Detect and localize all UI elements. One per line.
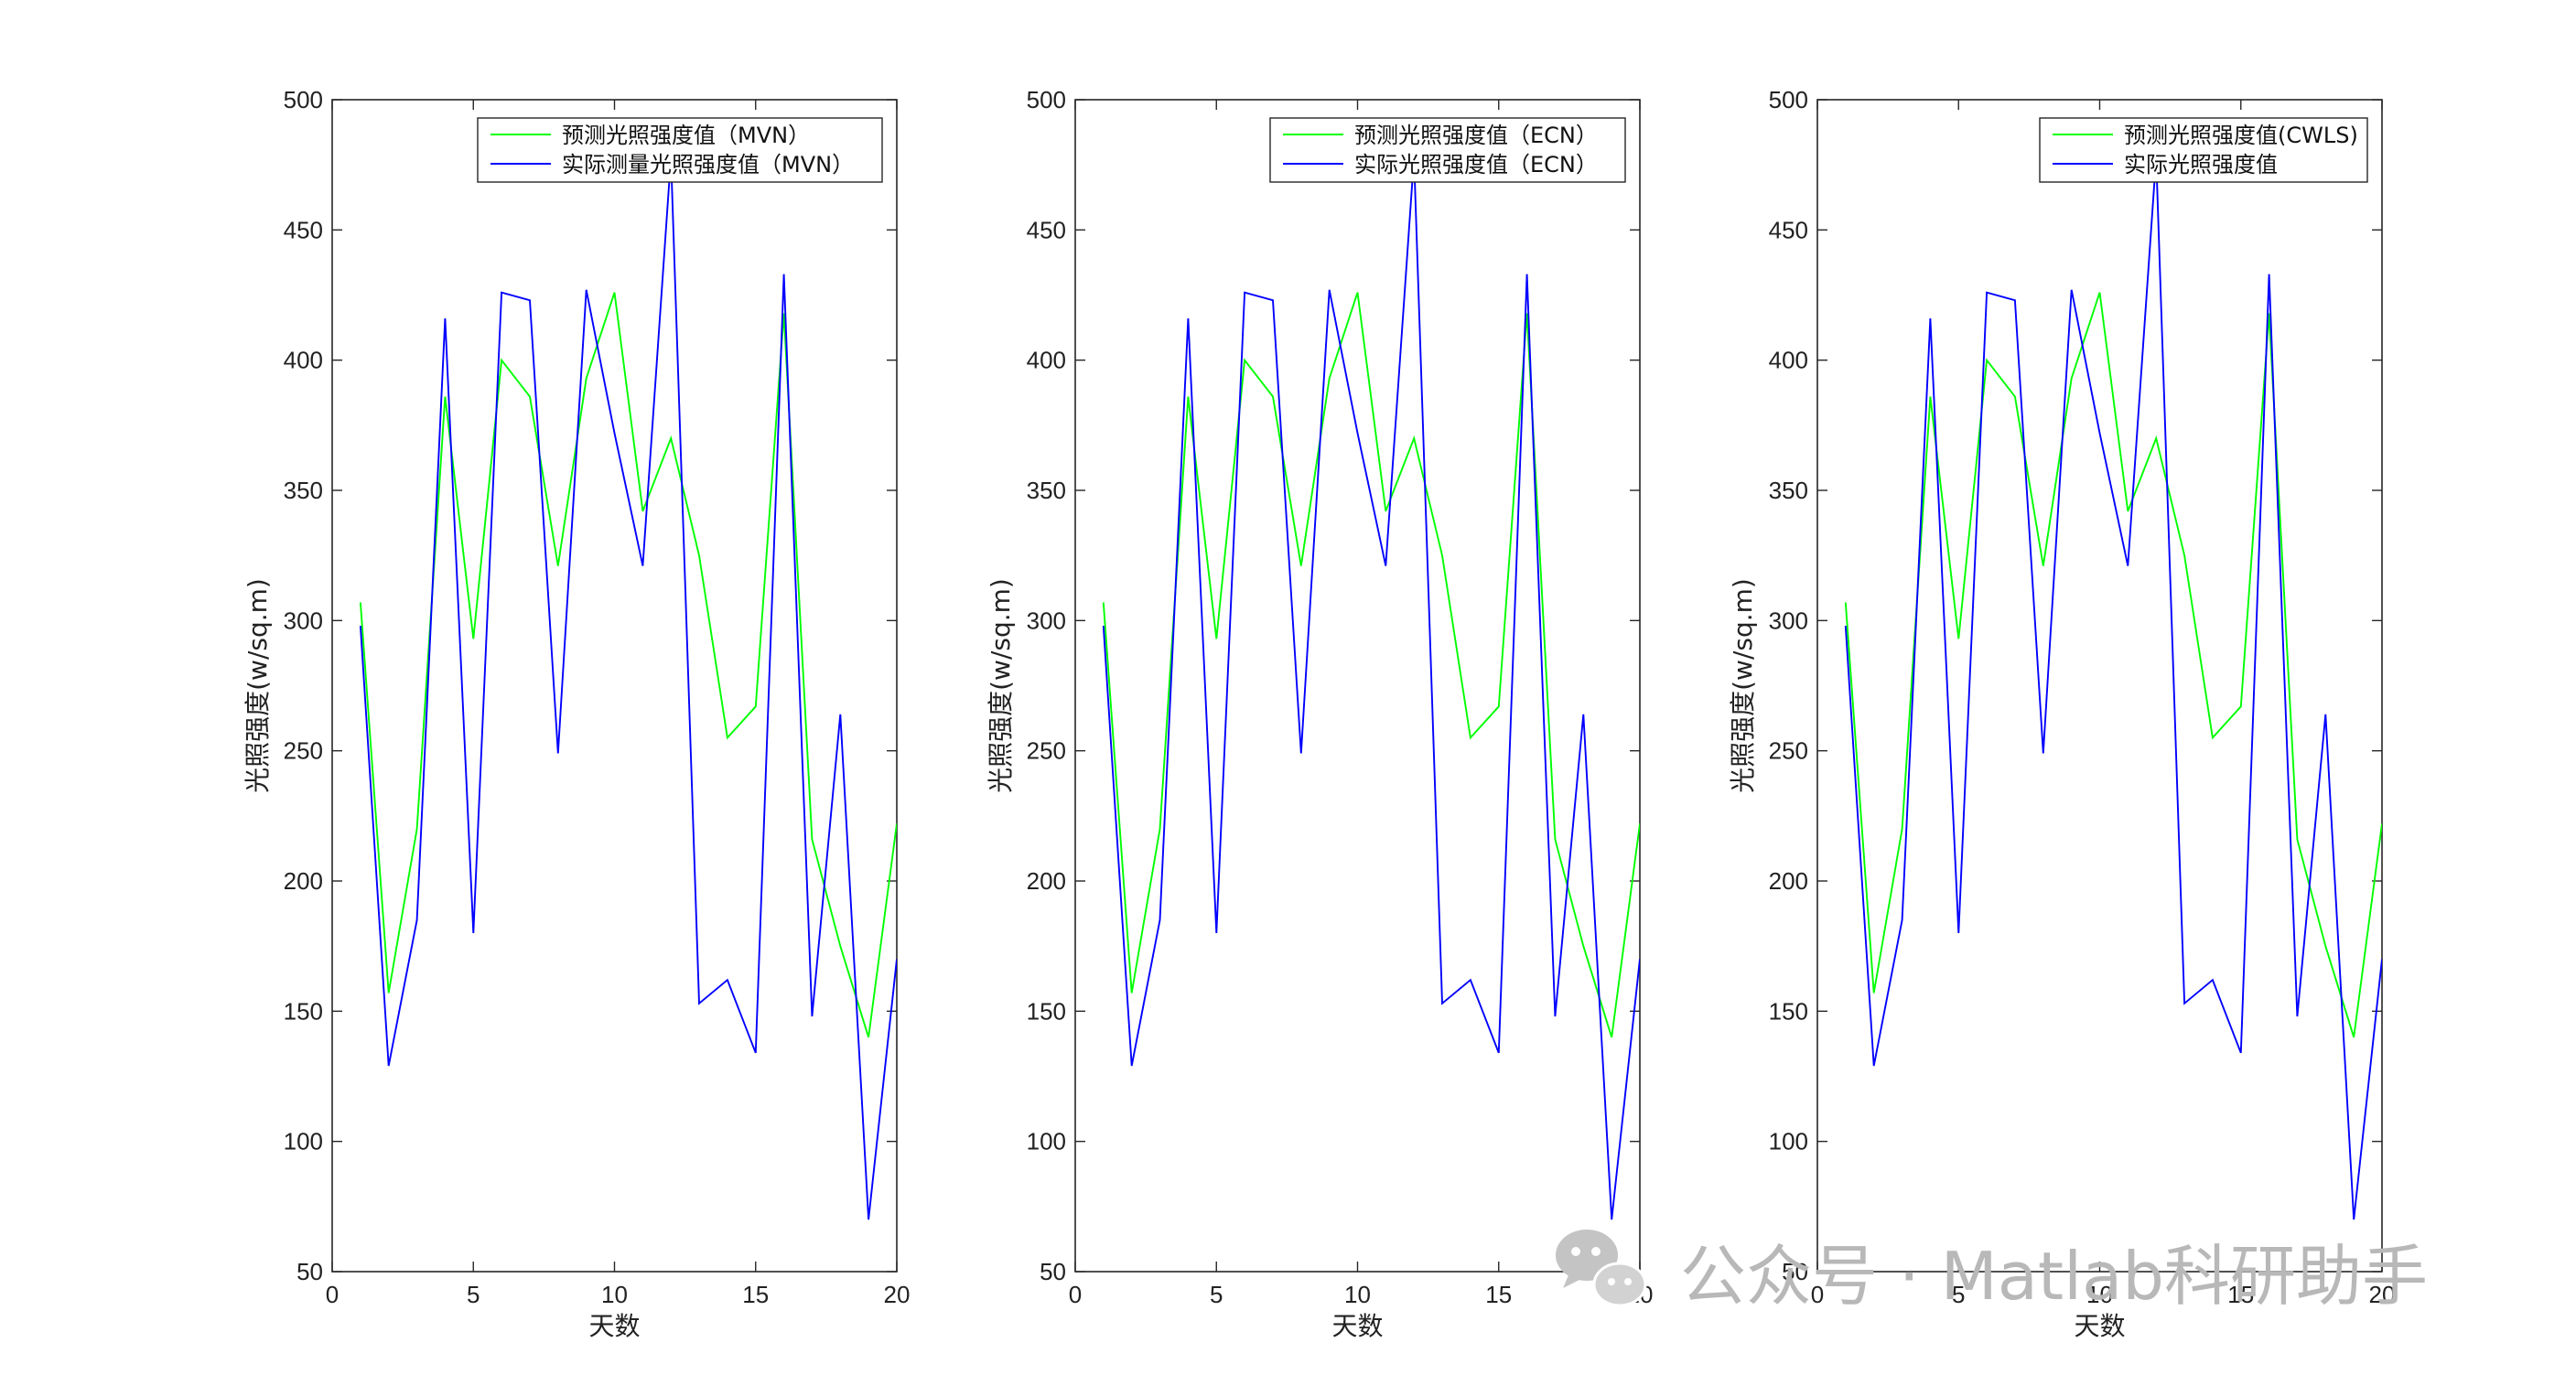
y-axis-label: 光照强度(w/sq.m): [243, 578, 273, 793]
y-axis-label: 光照强度(w/sq.m): [1728, 578, 1758, 793]
y-tick-label: 200: [1769, 867, 1808, 895]
x-tick-label: 0: [326, 1281, 339, 1308]
legend: 预测光照强度值（ECN） 实际光照强度值（ECN）: [1269, 117, 1626, 183]
x-tick-label: 15: [1485, 1281, 1512, 1308]
x-tick-label: 0: [1811, 1281, 1824, 1308]
y-tick-label: 50: [1782, 1258, 1808, 1285]
legend-box: [2039, 117, 2368, 183]
wechat-icon: [1556, 1230, 1647, 1307]
legend-label: 预测光照强度值（MVN）: [562, 123, 810, 148]
legend-label: 实际光照强度值: [2124, 152, 2278, 177]
plot-area: [1816, 99, 2383, 1273]
y-tick-label: 350: [284, 477, 323, 504]
y-tick-label: 450: [1027, 216, 1066, 243]
y-tick-label: 50: [1040, 1258, 1066, 1285]
y-tick-label: 200: [284, 867, 323, 895]
y-tick-label: 250: [1769, 737, 1808, 765]
y-tick-label: 100: [284, 1128, 323, 1155]
plot-area: [331, 99, 898, 1273]
x-tick-label: 5: [467, 1281, 480, 1308]
y-tick-label: 400: [1769, 347, 1808, 374]
x-tick-label: 10: [601, 1281, 628, 1308]
chart-panel-1: 50 100 150 200 250 300 350 400 450 500 0 5 10 15 20 天数 光…: [243, 86, 910, 1341]
y-tick-label: 150: [1027, 997, 1066, 1025]
legend-label: 预测光照强度值(CWLS): [2124, 123, 2358, 148]
y-tick-label: 500: [284, 86, 323, 113]
y-tick-label: 100: [1027, 1128, 1066, 1155]
y-tick-label: 300: [1769, 607, 1808, 634]
legend-box: [1269, 117, 1626, 183]
y-tick-label: 300: [1027, 607, 1066, 634]
series-line-2: [1844, 156, 2382, 1220]
chart-panel-2: 5010015020025030035040045050005101520天数光…: [986, 86, 1653, 1341]
legend-label: 实际测量光照强度值（MVN）: [562, 152, 854, 177]
y-tick-label: 400: [284, 347, 323, 374]
y-tick-label: 350: [1769, 477, 1808, 504]
x-tick-label: 15: [2227, 1281, 2254, 1308]
y-tick-label: 250: [1027, 737, 1066, 765]
legend-label: 实际光照强度值（ECN）: [1354, 152, 1598, 177]
watermark-text: 公众号 · Matlab科研助手: [1680, 1238, 2428, 1315]
watermark: 公众号 · Matlab科研助手: [1556, 1230, 2428, 1315]
x-tick-label: 0: [1069, 1281, 1082, 1308]
legend-label: 预测光照强度值（ECN）: [1354, 123, 1598, 148]
legend-box: [477, 117, 883, 183]
x-axis-label: 天数: [588, 1311, 640, 1341]
y-tick-label: 350: [1027, 477, 1066, 504]
x-tick-label: 20: [2369, 1281, 2396, 1308]
y-tick-label: 300: [284, 607, 323, 634]
series-line-2: [1102, 156, 1640, 1220]
plot-area: [1074, 99, 1641, 1273]
x-tick-label: 10: [2086, 1281, 2113, 1308]
y-tick-label: 100: [1769, 1128, 1808, 1155]
x-tick-label: 5: [1952, 1281, 1965, 1308]
y-tick-label: 150: [284, 997, 323, 1025]
legend: 预测光照强度值(CWLS) 实际光照强度值: [2039, 117, 2368, 183]
series-line-2: [359, 156, 897, 1220]
x-tick-label: 15: [742, 1281, 769, 1308]
y-tick-label: 450: [1769, 216, 1808, 243]
y-tick-label: 400: [1027, 347, 1066, 374]
y-axis-label: 光照强度(w/sq.m): [986, 578, 1016, 793]
x-tick-label: 10: [1344, 1281, 1371, 1308]
y-tick-label: 250: [284, 737, 323, 765]
x-tick-label: 5: [1210, 1281, 1223, 1308]
y-tick-label: 150: [1769, 997, 1808, 1025]
y-tick-label: 500: [1027, 86, 1066, 113]
y-tick-label: 450: [284, 216, 323, 243]
y-tick-label: 50: [296, 1258, 323, 1285]
legend: 预测光照强度值（MVN） 实际测量光照强度值（MVN）: [477, 117, 883, 183]
y-tick-label: 200: [1027, 867, 1066, 895]
y-tick-label: 500: [1769, 86, 1808, 113]
x-axis-label: 天数: [1331, 1311, 1383, 1341]
x-tick-label: 20: [884, 1281, 911, 1308]
chart-panel-3: 50 100 150 200 250 300 350 400 450 500 0 5 10 15 20 天数 光…: [1728, 86, 2395, 1341]
x-axis-label: 天数: [2074, 1311, 2125, 1341]
